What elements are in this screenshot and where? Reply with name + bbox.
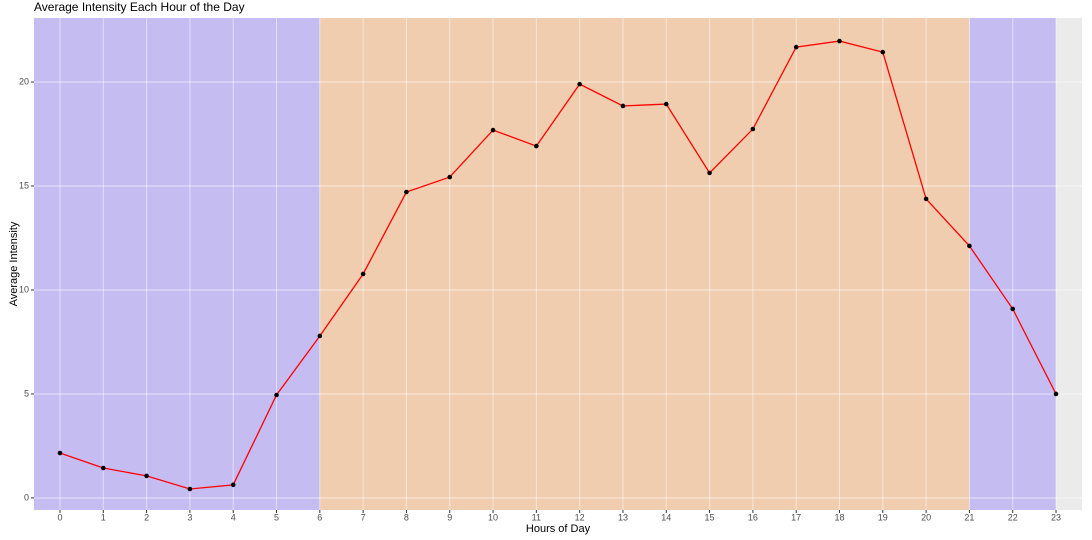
shaded-band (319, 18, 970, 510)
x-tick-label: 0 (57, 512, 62, 522)
x-tick-label: 15 (705, 512, 715, 522)
data-point (707, 170, 712, 176)
data-point (534, 143, 539, 149)
data-point (404, 189, 409, 195)
data-line (59, 40, 1057, 490)
y-axis-label: Average Intensity (8, 221, 20, 306)
x-tick-label: 19 (878, 512, 888, 522)
x-tick-label: 21 (964, 512, 974, 522)
data-point (100, 465, 106, 471)
data-point (230, 482, 236, 488)
x-tick-label: 17 (791, 512, 801, 522)
shaded-band (34, 18, 320, 510)
y-tick-label: 20 (19, 76, 29, 86)
x-tick-label: 12 (575, 512, 585, 522)
data-point (837, 38, 842, 44)
data-point (1053, 391, 1059, 397)
x-tick-label: 6 (317, 512, 322, 522)
x-tick-label: 4 (231, 512, 236, 522)
data-point (577, 81, 582, 87)
data-point (274, 392, 279, 398)
x-tick-label: 9 (447, 512, 452, 522)
x-axis-label: Hours of Day (526, 523, 591, 535)
chart-title: Average Intensity Each Hour of the Day (34, 0, 245, 14)
data-point (187, 486, 193, 492)
data-point (663, 101, 669, 107)
y-tick-label: 0 (24, 492, 29, 502)
data-point (1010, 306, 1016, 312)
y-tick-label: 5 (24, 388, 29, 398)
data-point (490, 127, 496, 133)
x-tick-label: 1 (101, 512, 106, 522)
data-point (967, 243, 972, 249)
x-tick-label: 22 (1008, 512, 1018, 522)
data-point (793, 44, 799, 50)
x-tick-label: 14 (661, 512, 671, 522)
data-point (880, 49, 886, 55)
data-point (923, 196, 929, 202)
data-point (317, 333, 323, 339)
x-tick-label: 5 (274, 512, 279, 522)
x-tick-label: 23 (1051, 512, 1061, 522)
x-tick-label: 13 (618, 512, 628, 522)
data-point (620, 103, 626, 109)
y-tick-label: 15 (19, 180, 29, 190)
x-tick-label: 11 (532, 512, 541, 522)
x-tick-label: 10 (488, 512, 498, 522)
data-point (447, 174, 453, 180)
x-tick-label: 8 (404, 512, 409, 522)
data-point (360, 271, 366, 277)
x-tick-label: 3 (187, 512, 192, 522)
x-tick-label: 18 (834, 512, 844, 522)
y-tick-label: 10 (19, 284, 29, 294)
data-point (144, 473, 149, 479)
x-tick-label: 7 (361, 512, 366, 522)
x-tick-label: 16 (748, 512, 758, 522)
data-point (750, 126, 756, 132)
x-tick-label: 2 (144, 512, 149, 522)
data-point (57, 450, 63, 456)
x-tick-label: 20 (921, 512, 931, 522)
